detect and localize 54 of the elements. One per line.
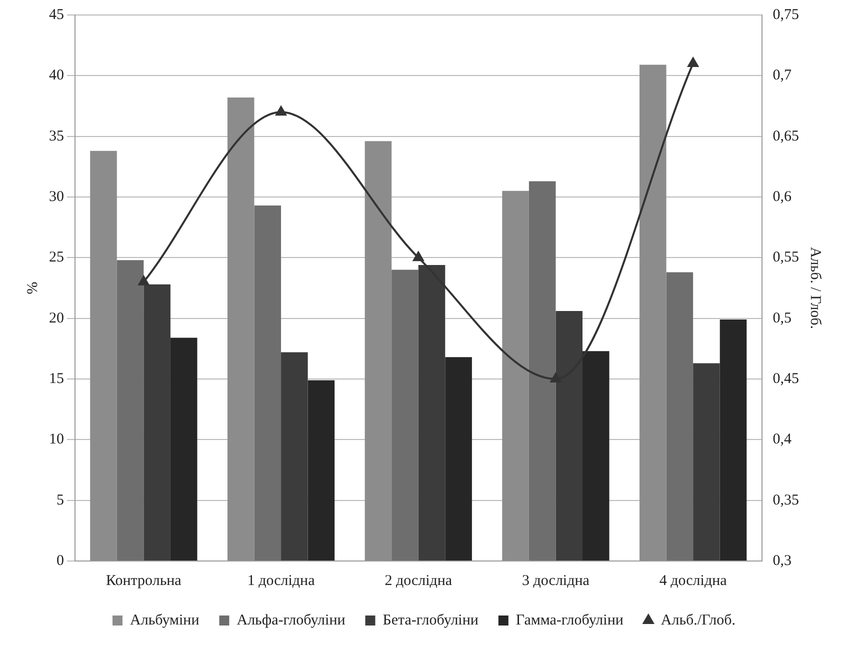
y-tick-label: 45: [49, 6, 64, 23]
bar: [254, 205, 282, 560]
bar: [640, 64, 666, 560]
y2-tick-label: 0,4: [772, 432, 792, 448]
y2-axis-title: Альб. / Глоб.: [807, 246, 824, 330]
y2-tick-label: 0,3: [772, 552, 792, 569]
bar: [528, 181, 556, 560]
bar: [308, 380, 335, 560]
y2-tick-label: 0,55: [772, 250, 799, 266]
y-tick-label: 0: [56, 552, 64, 569]
x-tick-label: 1 дослідна: [247, 572, 316, 589]
y-tick-label: 5: [56, 492, 64, 508]
point: [138, 276, 150, 286]
bar: [90, 150, 117, 560]
bar: [502, 190, 529, 560]
y-tick-label: 30: [49, 188, 64, 205]
legend-label: Альфа-глобуліни: [236, 612, 346, 628]
y2-tick-label: 0,65: [772, 128, 799, 144]
y-tick-label: 15: [49, 370, 64, 387]
y-axis-title: %: [24, 282, 41, 294]
legend-label: Альб./Глоб.: [660, 612, 736, 628]
x-tick-label: Контрольна: [106, 572, 182, 589]
point: [413, 252, 424, 262]
bar: [364, 141, 392, 560]
y-tick-label: 40: [49, 68, 64, 84]
x-tick-label: 2 дослідна: [384, 572, 452, 589]
y2-tick-label: 0,75: [772, 6, 799, 23]
legend-label: Бета-глобуліни: [382, 612, 478, 628]
bar: [693, 363, 720, 560]
bar: [582, 351, 610, 560]
point: [688, 58, 698, 68]
y-tick-label: 10: [49, 432, 64, 448]
bar: [281, 352, 308, 560]
legend-label: Гамма-глобуліни: [516, 612, 624, 628]
x-tick-label: 4 дослідна: [659, 572, 728, 589]
y-tick-label: 20: [49, 310, 64, 326]
bar: [720, 320, 747, 560]
y2-tick-label: 0,5: [772, 310, 792, 326]
point: [550, 373, 562, 382]
bar: [445, 357, 472, 560]
y2-tick-label: 0,6: [772, 188, 792, 205]
y-tick-label: 25: [49, 250, 64, 266]
y-tick-label: 35: [49, 128, 64, 144]
bar: [666, 272, 694, 560]
bar: [392, 270, 418, 560]
y2-tick-label: 0,7: [772, 68, 792, 84]
y2-tick-label: 0,35: [772, 492, 799, 508]
point: [276, 106, 286, 116]
bar: [227, 98, 254, 560]
bar: [116, 260, 144, 560]
legend-label: Альбуміни: [130, 612, 200, 628]
x-tick-label: 3 дослідна: [522, 572, 590, 589]
y2-tick-label: 0,45: [772, 370, 799, 387]
bar: [170, 338, 198, 560]
